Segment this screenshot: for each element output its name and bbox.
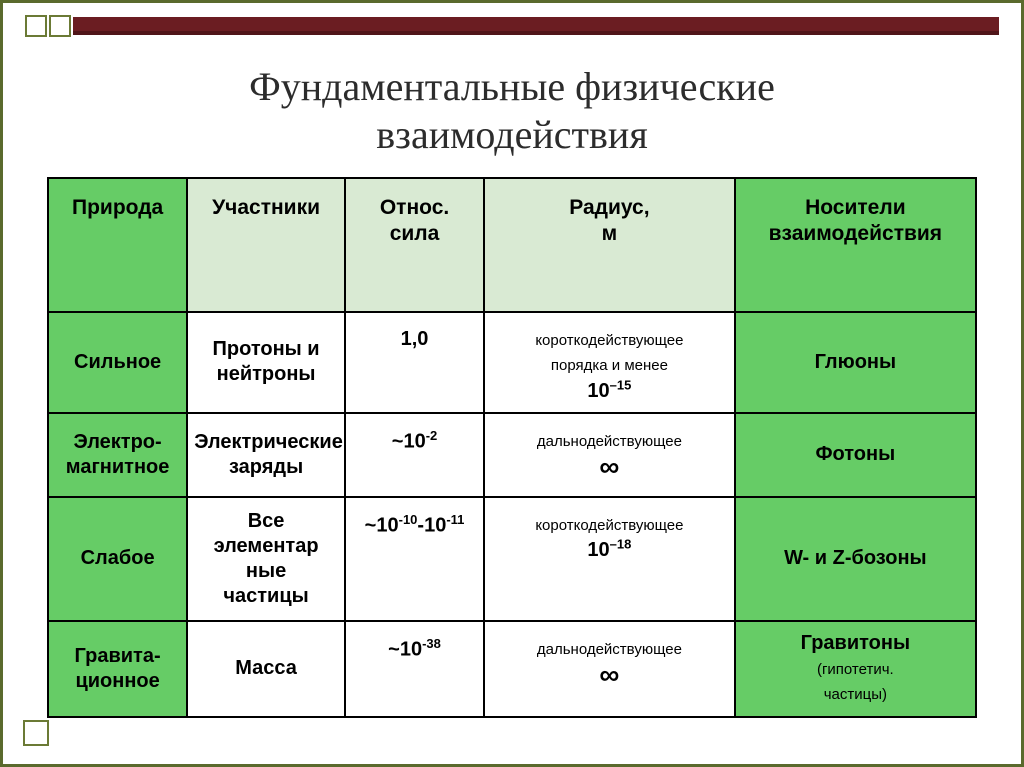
cell-carriers: W- и Z-бозоны	[735, 497, 976, 621]
cell-relative-force: ~10-10-10-11	[345, 497, 484, 621]
column-header: Участники	[187, 178, 345, 312]
cell-carriers: Фотоны	[735, 413, 976, 497]
table-row: СильноеПротоны инейтроны1,0короткодейств…	[48, 312, 976, 413]
interactions-table: ПриродаУчастникиОтнос.силаРадиус,мНосите…	[47, 177, 977, 718]
cell-carriers: Гравитоны(гипотетич.частицы)	[735, 621, 976, 717]
cell-radius: короткодействующеепорядка и менее10–15	[484, 312, 735, 413]
column-header: Носителивзаимодействия	[735, 178, 976, 312]
table-header-row: ПриродаУчастникиОтнос.силаРадиус,мНосите…	[48, 178, 976, 312]
decorative-corner-square-icon	[23, 720, 49, 746]
cell-participants: Протоны инейтроны	[187, 312, 345, 413]
table-row: Гравита-ционноеМасса~10-38дальнодействую…	[48, 621, 976, 717]
decorative-top-bar	[25, 15, 999, 37]
table-row: Электро-магнитноеЭлектрическиезаряды~10-…	[48, 413, 976, 497]
cell-relative-force: ~10-38	[345, 621, 484, 717]
column-header: Природа	[48, 178, 187, 312]
cell-radius: короткодействующее10–18	[484, 497, 735, 621]
title-line-1: Фундаментальные физические	[249, 64, 775, 109]
cell-nature: Гравита-ционное	[48, 621, 187, 717]
cell-participants: Всеэлементарныечастицы	[187, 497, 345, 621]
interactions-table-wrap: ПриродаУчастникиОтнос.силаРадиус,мНосите…	[47, 177, 977, 718]
cell-participants: Электрическиезаряды	[187, 413, 345, 497]
decorative-accent-bar	[73, 17, 999, 35]
decorative-square-icon	[25, 15, 47, 37]
column-header: Относ.сила	[345, 178, 484, 312]
cell-nature: Сильное	[48, 312, 187, 413]
cell-nature: Слабое	[48, 497, 187, 621]
slide-frame: Фундаментальные физические взаимодействи…	[0, 0, 1024, 767]
cell-carriers: Глюоны	[735, 312, 976, 413]
table-row: СлабоеВсеэлементарныечастицы~10-10-10-11…	[48, 497, 976, 621]
cell-radius: дальнодействующее∞	[484, 621, 735, 717]
slide-title: Фундаментальные физические взаимодействи…	[3, 63, 1021, 159]
cell-relative-force: 1,0	[345, 312, 484, 413]
cell-participants: Масса	[187, 621, 345, 717]
cell-radius: дальнодействующее∞	[484, 413, 735, 497]
cell-nature: Электро-магнитное	[48, 413, 187, 497]
column-header: Радиус,м	[484, 178, 735, 312]
cell-relative-force: ~10-2	[345, 413, 484, 497]
decorative-square-icon	[49, 15, 71, 37]
title-line-2: взаимодействия	[376, 112, 647, 157]
